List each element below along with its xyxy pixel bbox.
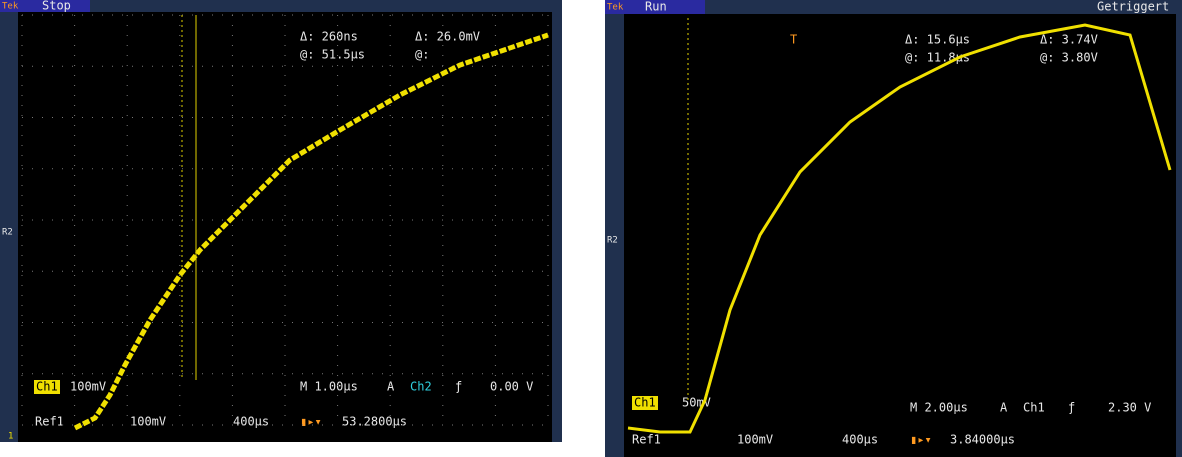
ground-marker: 1 — [8, 432, 13, 442]
channel-scale: 100mV — [70, 380, 106, 394]
ref-label: Ref1 — [632, 433, 661, 447]
trigger-mode: A — [387, 380, 395, 394]
ref-time: 400µs — [842, 433, 878, 447]
screenshot: Tek Stop Δ: 260ns @: 51.5µs Δ: 26.0mV @:… — [0, 0, 1182, 457]
brand: Tek — [607, 3, 624, 13]
ref-marker: R2 — [2, 228, 13, 238]
status: Run — [645, 0, 667, 14]
ref-scale: 100mV — [130, 415, 166, 429]
trigger-level: 2.30 V — [1108, 401, 1151, 415]
cursor-readout: @: 3.80V — [1040, 51, 1098, 65]
ref-marker: R2 — [607, 236, 618, 246]
trigger-level: 0.00 V — [490, 380, 533, 394]
cursor-readout: @: 51.5µs — [300, 48, 365, 62]
status: Stop — [42, 0, 71, 13]
channel: Ch1 — [36, 380, 58, 394]
ref-scale: 100mV — [737, 433, 773, 447]
position: 53.2800µs — [342, 415, 407, 429]
trigger-source: Ch1 — [1023, 401, 1045, 415]
ref-time: 400µs — [233, 415, 269, 429]
cursor-readout: Δ: 260ns — [300, 30, 358, 44]
cursor-readout: Δ: 3.74V — [1040, 33, 1098, 47]
position: 3.84000µs — [950, 433, 1015, 447]
ref-label: Ref1 — [35, 415, 64, 429]
trigger-state: Getriggert — [1097, 0, 1169, 14]
trigger-marker: T — [790, 33, 797, 47]
position-icon: ▮▸▾ — [300, 415, 322, 429]
trigger-slope: ƒ — [1068, 401, 1075, 415]
scope-screen — [18, 12, 552, 442]
timebase: M 2.00µs — [910, 401, 968, 415]
position-icon: ▮▸▾ — [910, 433, 932, 447]
cursor-readout: Δ: 26.0mV — [415, 30, 480, 44]
timebase: M 1.00µs — [300, 380, 358, 394]
channel: Ch1 — [634, 396, 656, 410]
cursor-readout: @: — [415, 48, 429, 62]
cursor-readout: Δ: 15.6µs — [905, 33, 970, 47]
brand: Tek — [2, 2, 19, 12]
trigger-mode: A — [1000, 401, 1008, 415]
trigger-slope: ƒ — [455, 380, 462, 394]
trigger-source: Ch2 — [410, 380, 432, 394]
